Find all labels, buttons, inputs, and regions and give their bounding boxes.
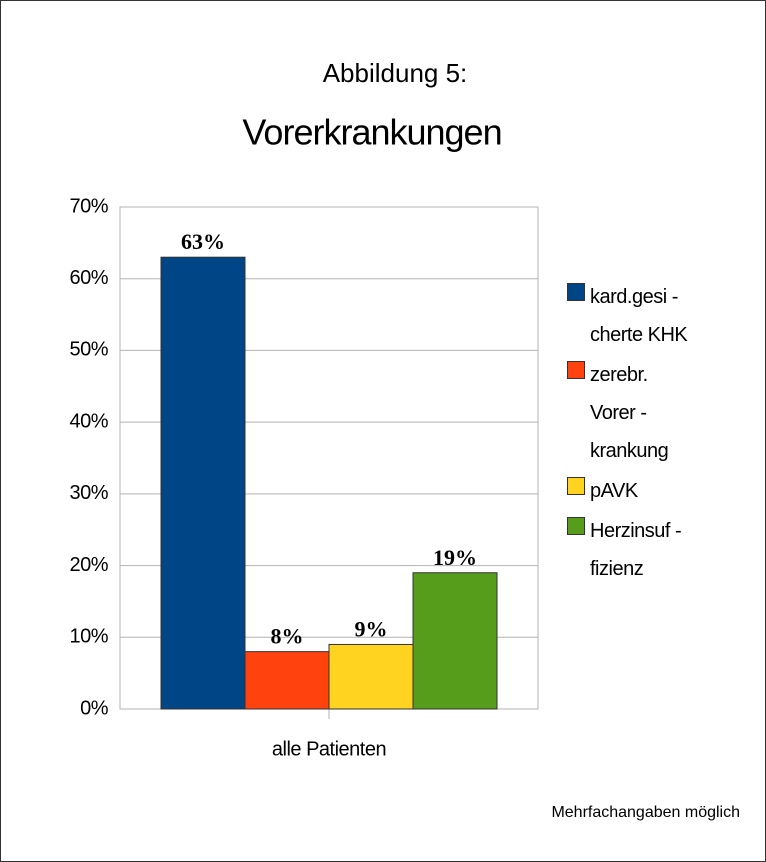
data-label: 19% xyxy=(433,545,477,570)
legend-label: Herzinsuf - fizienz xyxy=(590,520,682,580)
bar xyxy=(412,572,498,710)
data-label: 63% xyxy=(181,229,225,254)
y-tick-label: 60% xyxy=(69,267,108,289)
legend-swatch xyxy=(567,283,585,301)
legend-swatch xyxy=(567,477,585,495)
legend-label: kard.gesi - cherte KHK xyxy=(590,286,688,346)
y-tick-label: 20% xyxy=(69,554,108,576)
legend-label: zerebr. Vorer - krankung xyxy=(590,364,669,462)
y-tick-label: 70% xyxy=(69,195,108,217)
annotation: Mehrfachangaben möglich xyxy=(551,804,740,821)
bar xyxy=(160,256,246,710)
data-label: 8% xyxy=(271,624,304,649)
bar xyxy=(244,651,330,710)
y-tick-label: 10% xyxy=(69,626,108,648)
y-tick-label: 50% xyxy=(69,339,108,361)
y-tick-label: 40% xyxy=(69,410,108,432)
chart-subtitle: Vorerkrankungen xyxy=(242,112,501,153)
x-tick-label: alle Patienten xyxy=(272,738,386,760)
y-tick-label: 0% xyxy=(80,697,109,719)
legend-swatch xyxy=(567,517,585,535)
legend-label: pAVK xyxy=(590,480,638,502)
legend-swatch xyxy=(567,361,585,379)
bar xyxy=(328,643,414,710)
chart-title: Abbildung 5: xyxy=(323,58,468,88)
data-label: 9% xyxy=(355,617,388,642)
y-tick-label: 30% xyxy=(69,482,108,504)
